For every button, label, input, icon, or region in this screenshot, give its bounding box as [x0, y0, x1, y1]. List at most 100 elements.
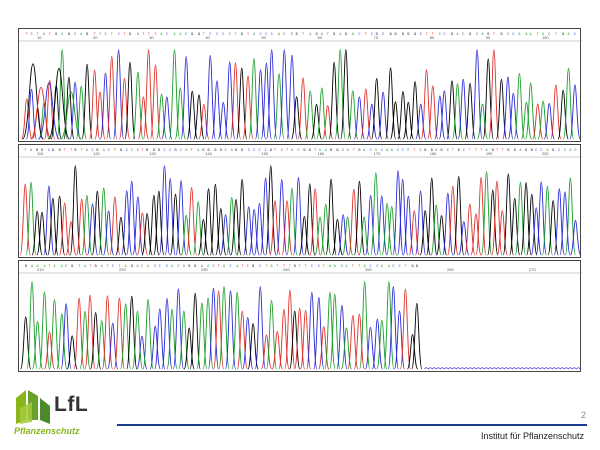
trace-peak — [334, 49, 346, 140]
lfl-logo-icon — [16, 390, 50, 424]
trace-peak — [19, 183, 31, 256]
base-call-letter: T — [274, 149, 276, 153]
base-call-letter: C — [420, 149, 422, 153]
trace-peak — [569, 220, 582, 256]
trace-peak — [224, 61, 236, 140]
base-call-letter: T — [276, 265, 278, 269]
trace-peak — [438, 90, 450, 140]
trace-peak — [161, 298, 173, 370]
trace-peak — [220, 214, 232, 256]
base-call-letter: T — [234, 33, 236, 37]
trace-peak — [365, 195, 377, 256]
trace-peak — [487, 189, 499, 256]
trace-peak — [242, 317, 254, 370]
base-call-letter: G — [507, 149, 509, 153]
base-call-letter: C — [169, 149, 171, 153]
trace-peak — [298, 216, 310, 256]
base-call-letter: T — [404, 265, 406, 269]
base-call-letter: C — [163, 149, 165, 153]
trace-peak — [253, 203, 266, 256]
trace-peak — [266, 49, 278, 140]
base-call-letter: A — [388, 265, 391, 269]
trace-peak — [20, 316, 32, 370]
trace-peak — [276, 179, 288, 256]
trace-peak — [30, 86, 52, 140]
base-call-letter: C — [230, 265, 232, 269]
trace-peak — [236, 67, 248, 140]
base-call-letter: G — [95, 265, 97, 269]
base-call-letter: G — [424, 149, 426, 153]
trace-peak — [347, 90, 359, 140]
base-call-letter: G — [71, 265, 73, 269]
base-call-letter: C — [420, 33, 422, 37]
trace-peak — [324, 291, 336, 370]
trace-peak — [430, 204, 442, 256]
trace-peak — [381, 203, 393, 256]
base-call-letter: A — [525, 33, 528, 37]
base-call-letter: C — [311, 265, 313, 269]
base-call-letter: G — [402, 33, 404, 37]
base-call-letter: C — [112, 265, 114, 269]
trace-peak — [143, 49, 155, 140]
trace-peak — [217, 102, 229, 140]
trace-peak — [124, 61, 136, 140]
x-tick-label: 240 — [283, 267, 290, 272]
base-call-letter: G — [52, 149, 54, 153]
trace-peak — [393, 310, 406, 370]
base-call-letter: A — [137, 33, 140, 37]
base-call-letter: A — [61, 33, 64, 37]
trace-peak — [434, 95, 446, 140]
base-call-letter: G — [208, 149, 210, 153]
trace-peak — [476, 103, 489, 140]
x-tick-label: 250 — [365, 267, 372, 272]
base-call-letter: G — [235, 149, 237, 153]
base-call-letter: C — [180, 149, 182, 153]
trace-peak — [507, 92, 519, 140]
trace-peak — [331, 218, 343, 256]
base-call-letter: A — [546, 149, 549, 153]
trace-peak — [21, 98, 33, 140]
x-tick-label: 140 — [205, 151, 212, 156]
trace-peak — [231, 291, 243, 370]
trace-peak — [131, 310, 144, 370]
base-call-letter: G — [345, 33, 347, 37]
base-call-letter: G — [96, 149, 98, 153]
base-call-letter: A — [43, 33, 46, 37]
base-call-letter: G — [487, 33, 489, 37]
trace-peak — [218, 286, 230, 370]
x-tick-label: 80 — [430, 35, 435, 40]
trace-peak — [65, 221, 77, 256]
trace-peak — [168, 49, 181, 140]
base-call-letter: C — [371, 33, 373, 37]
trace-peak — [149, 64, 162, 140]
base-call-letter: A — [84, 265, 87, 269]
trace-peak — [364, 326, 377, 370]
trace-peak — [101, 295, 114, 370]
base-call-letter: G — [214, 149, 216, 153]
base-call-letter: A — [530, 33, 533, 37]
trace-peak — [265, 165, 277, 256]
x-tick-label: 260 — [447, 267, 454, 272]
trace-peak — [310, 103, 323, 140]
trace-peak — [446, 80, 458, 140]
trace-peak — [193, 94, 205, 140]
base-call-letter: A — [309, 33, 312, 37]
trace-peak — [284, 289, 296, 370]
base-call-letter: G — [441, 149, 443, 153]
base-call-letter: C — [291, 33, 293, 37]
base-call-letter: T — [413, 149, 415, 153]
base-call-letter: A — [171, 265, 174, 269]
trace-peak — [313, 296, 325, 370]
trace-peak — [442, 192, 454, 256]
base-call-letter: G — [202, 149, 204, 153]
base-call-letter: T — [118, 265, 120, 269]
base-call-letter: A — [197, 149, 200, 153]
trace-peak — [406, 334, 419, 370]
trace-peak — [31, 210, 43, 256]
base-call-letter: G — [241, 33, 243, 37]
trace-peak — [562, 67, 575, 140]
base-call-letter: T — [123, 33, 125, 37]
base-call-letter: T — [314, 149, 316, 153]
trace-peak — [209, 183, 221, 256]
